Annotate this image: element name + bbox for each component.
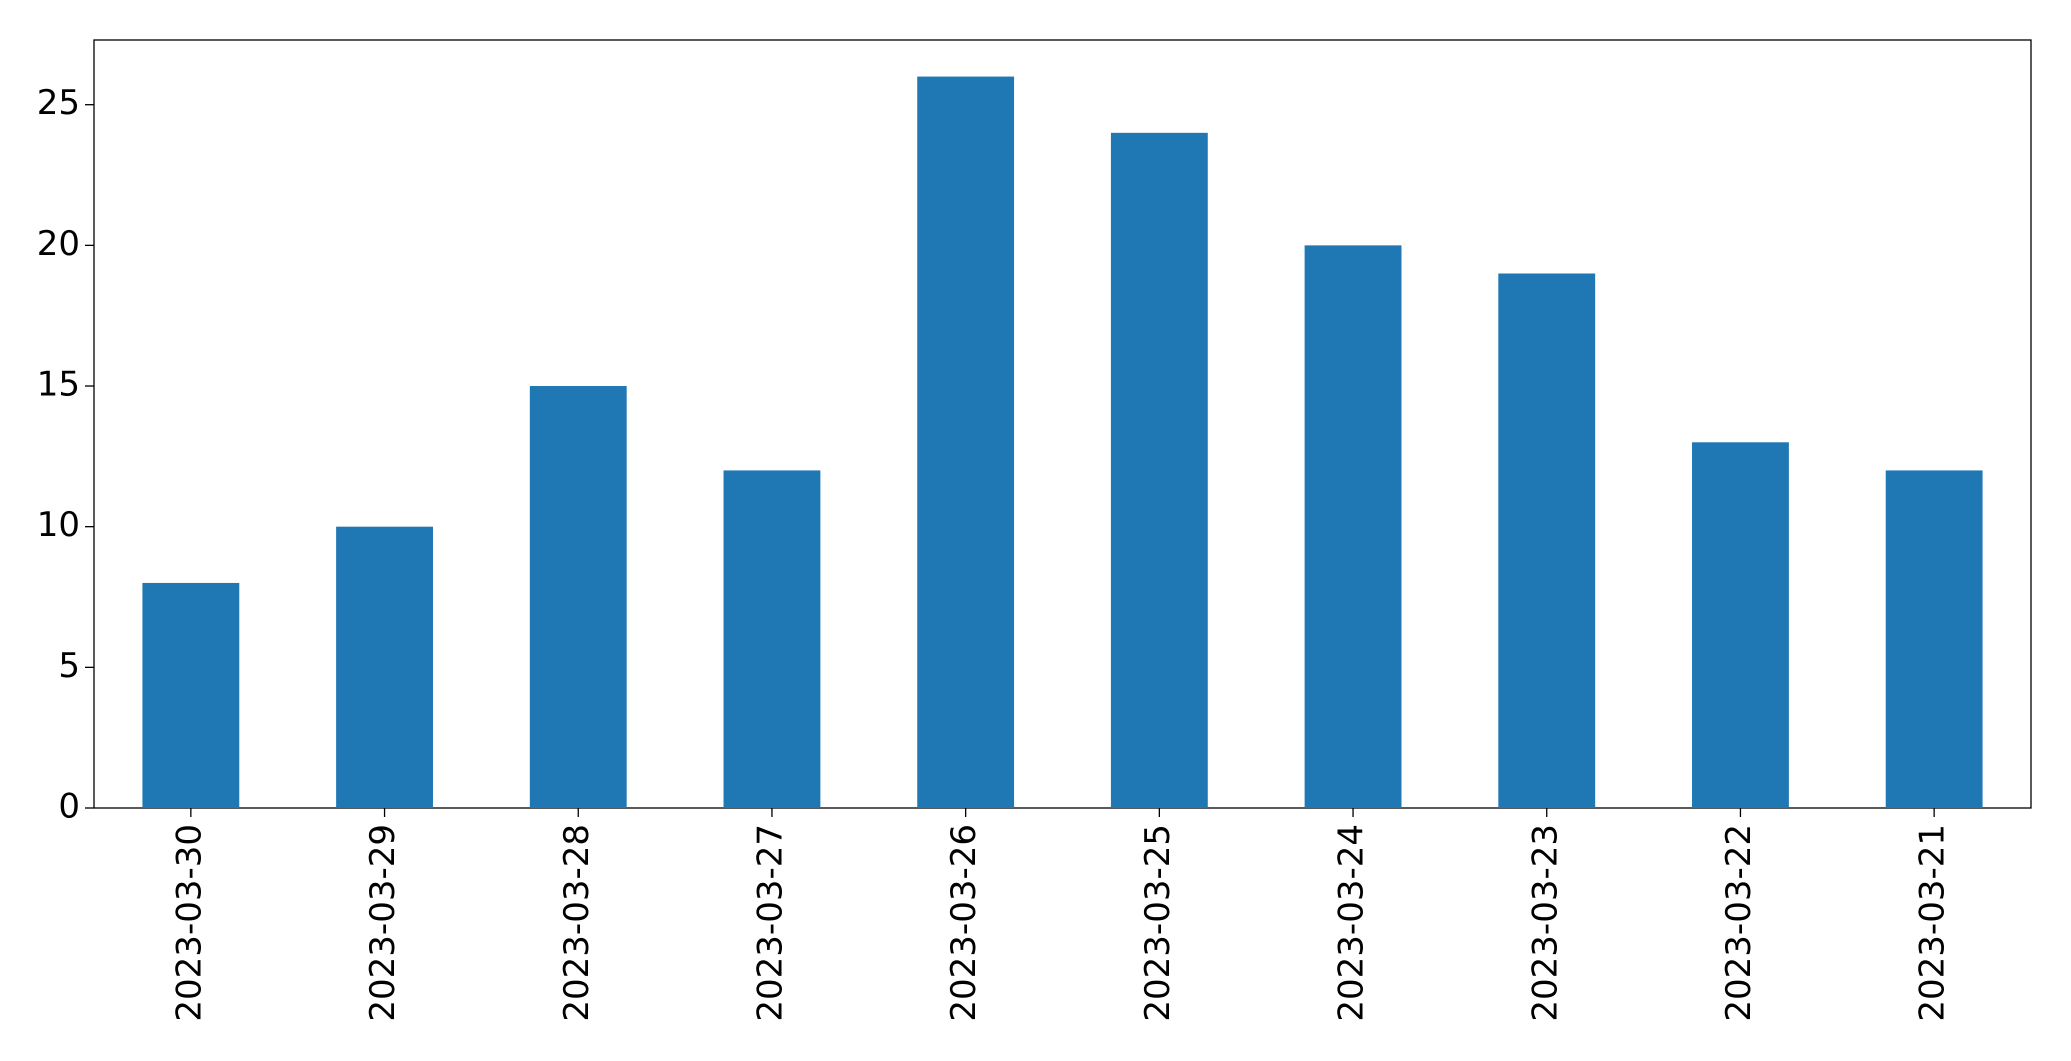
bar [723,470,821,808]
x-tick-label: 2023-03-23 [1525,824,1565,1022]
y-tick-label: 20 [37,224,80,264]
x-tick-label: 2023-03-30 [169,824,209,1022]
bar [336,526,433,808]
y-tick-label: 25 [37,83,80,123]
x-tick-label: 2023-03-26 [944,824,984,1022]
bar [142,582,240,808]
x-tick-label: 2023-03-28 [557,824,597,1022]
bar [1498,273,1596,808]
y-tick-label: 0 [58,787,80,827]
y-tick-label: 5 [58,646,80,686]
x-tick-label: 2023-03-22 [1719,824,1759,1022]
bar [1110,132,1208,809]
x-tick-label: 2023-03-25 [1138,824,1178,1022]
x-tick-label: 2023-03-24 [1332,824,1372,1022]
plot-frame [93,39,2032,809]
bar [917,76,1015,809]
x-tick-label: 2023-03-21 [1913,824,1953,1022]
x-tick-label: 2023-03-29 [363,824,403,1022]
bar [529,386,627,808]
y-tick-label: 10 [37,505,80,545]
bar [1692,442,1789,808]
bar [1885,470,1983,808]
x-tick-label: 2023-03-27 [750,824,790,1022]
bar [1304,245,1402,808]
y-tick-label: 15 [37,365,80,405]
